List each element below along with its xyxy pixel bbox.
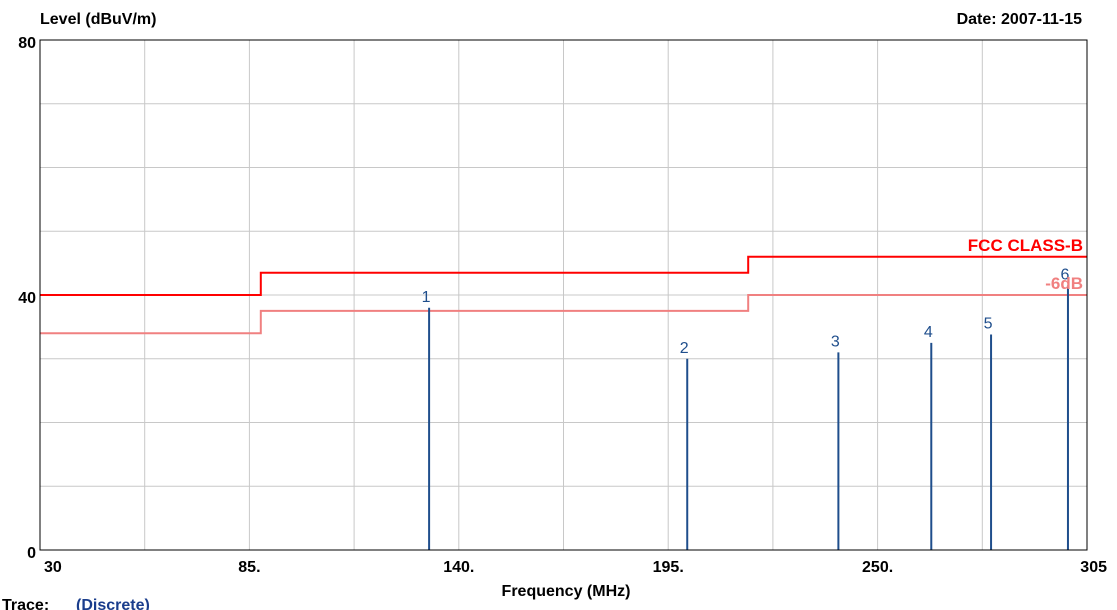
y-tick-label: 0 <box>27 545 36 562</box>
marker-5-label: 5 <box>984 316 993 333</box>
x-tick-label: 85. <box>238 559 260 576</box>
margin-legend-label: -6dB <box>1045 274 1083 293</box>
marker-1-label: 1 <box>422 289 431 306</box>
margin-line <box>40 294 1087 335</box>
limit-lines <box>40 255 1087 335</box>
plot-frame <box>39 39 1088 551</box>
y-axis-label: Level (dBuV/m) <box>40 11 156 28</box>
y-tick-label: 80 <box>18 35 36 52</box>
y-tick-label: 40 <box>18 290 36 307</box>
date-label: Date: 2007-11-15 <box>957 11 1083 28</box>
peak-markers: 1 2 3 4 5 6 <box>422 266 1070 550</box>
marker-2-label: 2 <box>680 340 689 357</box>
x-tick-label: 30 <box>44 559 62 576</box>
trace-label: Trace: <box>2 597 49 610</box>
x-tick-label: 195. <box>653 559 684 576</box>
x-tick-label: 305 <box>1080 559 1107 576</box>
x-tick-label: 250. <box>862 559 893 576</box>
marker-6-label: 6 <box>1061 266 1070 283</box>
tick-labels: 30 85. 140. 195. 250. 305 0 40 80 <box>18 35 1107 576</box>
x-tick-label: 140. <box>443 559 474 576</box>
trace-value-link[interactable]: (Discrete) <box>76 597 150 610</box>
marker-3-label: 3 <box>831 333 840 350</box>
marker-4-label: 4 <box>924 324 933 341</box>
limit-legend-label: FCC CLASS-B <box>968 236 1083 255</box>
limit-line <box>40 255 1087 296</box>
x-axis-label: Frequency (MHz) <box>502 583 631 600</box>
legend: FCC CLASS-B -6dB <box>968 236 1083 293</box>
